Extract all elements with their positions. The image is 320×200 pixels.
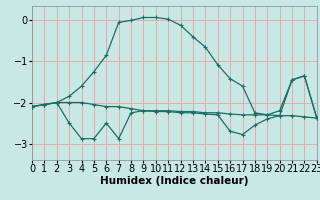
- X-axis label: Humidex (Indice chaleur): Humidex (Indice chaleur): [100, 176, 249, 186]
